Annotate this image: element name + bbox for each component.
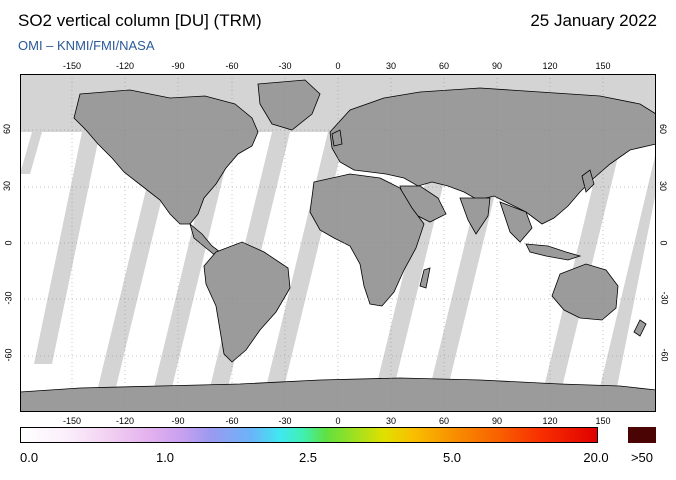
so2-world-map	[20, 74, 656, 412]
lon-tick-top: -60	[225, 61, 239, 71]
japan	[581, 169, 595, 193]
lat-tick-left: -60	[3, 348, 14, 362]
colorbar-over-swatch	[628, 427, 656, 443]
greenland	[257, 79, 321, 131]
orbit-gap	[594, 152, 656, 412]
lon-tick-bottom: 0	[335, 416, 341, 426]
southeast-asia	[499, 201, 533, 243]
orbit-gap	[34, 132, 100, 364]
graticule	[20, 74, 656, 412]
lat-tick-right: -30	[659, 291, 670, 305]
australia	[551, 263, 619, 321]
lon-tick-bottom: -150	[62, 416, 82, 426]
map-title: SO2 vertical column [DU] (TRM)	[18, 11, 262, 30]
indonesia	[525, 243, 582, 261]
colorbar-label: 20.0	[583, 450, 609, 465]
lon-tick-top: 150	[595, 61, 611, 71]
continents	[20, 79, 656, 412]
lon-tick-bottom: -120	[115, 416, 135, 426]
lon-tick-bottom: -30	[278, 416, 292, 426]
colorbar	[20, 427, 598, 443]
orbit-gap	[20, 132, 42, 174]
colorbar-label: 5.0	[442, 450, 462, 465]
map-frame	[20, 74, 656, 412]
lon-tick-top: -120	[115, 61, 135, 71]
map-date: 25 January 2022	[530, 11, 657, 30]
madagascar	[419, 267, 431, 289]
colorbar-label: 1.0	[155, 450, 175, 465]
lon-tick-bottom: 60	[438, 416, 450, 426]
lat-tick-left: -30	[3, 291, 14, 305]
new-zealand	[633, 319, 647, 337]
lon-tick-bottom: 120	[542, 416, 558, 426]
lon-tick-bottom: -90	[171, 416, 185, 426]
lon-tick-top: 0	[335, 61, 341, 71]
north-america	[73, 89, 259, 225]
map-credit: OMI – KNMI/FMI/NASA	[18, 38, 155, 53]
lat-tick-right: -60	[659, 348, 670, 362]
orbit-gap	[92, 132, 178, 412]
colorbar-label: 0.0	[20, 450, 39, 465]
lat-tick-left: 60	[2, 123, 13, 135]
south-america	[203, 241, 291, 363]
india	[459, 197, 491, 235]
lon-tick-bottom: -60	[225, 416, 239, 426]
colorbar-label: 2.5	[298, 450, 318, 465]
colorbar-over-label: >50	[630, 450, 654, 465]
lon-tick-bottom: 150	[595, 416, 611, 426]
lat-tick-right: 0	[658, 240, 669, 246]
lon-tick-top: -150	[62, 61, 82, 71]
lon-tick-top: 120	[542, 61, 558, 71]
lon-tick-top: 90	[491, 61, 503, 71]
lon-tick-top: 30	[385, 61, 397, 71]
united-kingdom	[331, 129, 343, 147]
lat-tick-right: 60	[658, 123, 669, 135]
lat-tick-right: 30	[658, 180, 669, 192]
lon-tick-bottom: 30	[385, 416, 397, 426]
lon-tick-top: 60	[438, 61, 450, 71]
lat-tick-left: 30	[2, 180, 13, 192]
eurasia	[329, 87, 656, 225]
lon-tick-top: -30	[278, 61, 292, 71]
lat-tick-left: 0	[3, 240, 14, 246]
orbit-gap	[148, 132, 234, 412]
lon-tick-bottom: 90	[491, 416, 503, 426]
lon-tick-top: -90	[171, 61, 185, 71]
